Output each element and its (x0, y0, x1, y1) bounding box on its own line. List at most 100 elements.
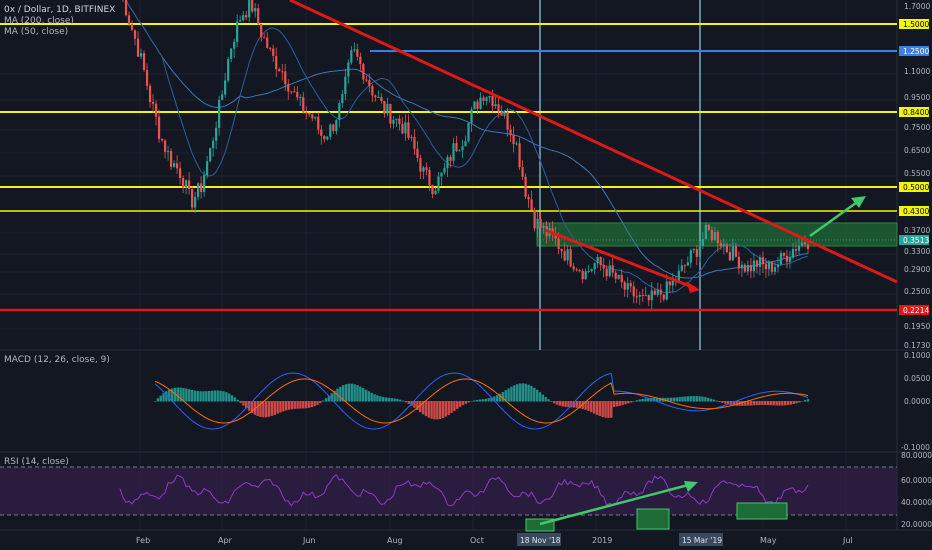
macd-bar (624, 401, 627, 405)
candle-body (728, 252, 731, 261)
candle-body (203, 175, 206, 192)
candle-body (746, 265, 750, 272)
candle-body (142, 53, 146, 70)
time-label: Oct (470, 536, 484, 545)
macd-bar (364, 389, 368, 402)
macd-bar (567, 401, 570, 408)
candle-body (515, 143, 518, 145)
candle-body (509, 129, 512, 135)
macd-bar (641, 398, 644, 402)
price-tick: 0.5500 (904, 169, 930, 178)
candle-body (347, 62, 350, 77)
macd-bar (764, 401, 767, 406)
candle-body (365, 79, 368, 81)
candle-body (145, 69, 149, 86)
candle-body (404, 122, 407, 134)
macd-bar (744, 401, 747, 406)
macd-tick: -0.1000 (901, 443, 930, 452)
red-arrow-line[interactable] (544, 228, 696, 290)
candle-body (440, 172, 443, 177)
candle-body (130, 23, 134, 31)
macd-bar (612, 401, 616, 407)
macd-bar (718, 401, 721, 402)
macd-bar (484, 398, 487, 402)
candle-body (542, 226, 545, 228)
macd-bar (290, 401, 294, 410)
time-label: Aug (387, 536, 403, 545)
macd-bar (407, 401, 410, 404)
macd-bar (287, 401, 291, 410)
candle-body (668, 281, 671, 286)
candle-body (230, 48, 233, 59)
macd-bar (279, 401, 282, 413)
candle-body (383, 101, 386, 114)
macd-bar (319, 401, 322, 404)
macd-bar (601, 401, 604, 418)
macd-bar (256, 401, 259, 417)
candle-body (533, 210, 536, 229)
macd-bar (444, 401, 448, 417)
macd-bar (393, 398, 396, 402)
macd-bar (704, 397, 707, 402)
macd-bar (592, 401, 596, 414)
breakout-arrow-line[interactable] (809, 198, 861, 238)
macd-bar (307, 401, 311, 408)
candle-body (281, 71, 284, 73)
rsi-tick: 80.0000 (901, 451, 932, 460)
macd-bar (222, 391, 225, 402)
rsi-arrow-line[interactable] (539, 482, 693, 526)
candle-body (184, 180, 188, 188)
macd-bar (404, 401, 408, 403)
macd-bar (766, 401, 770, 406)
macd-bar (376, 395, 379, 402)
candle-body (506, 112, 509, 130)
macd-bar (418, 401, 422, 413)
macd-histogram (153, 383, 810, 420)
indicator-ma200-label: MA (200, close) (4, 16, 74, 26)
macd-bar (427, 401, 430, 418)
candle-body (401, 124, 404, 134)
macd-bar (564, 401, 567, 407)
macd-bar (438, 401, 442, 419)
ma50-path (125, 0, 809, 293)
candle-body (797, 245, 801, 251)
candle-body (154, 103, 158, 117)
macd-bar (689, 396, 693, 402)
candle-body (743, 264, 747, 272)
candle-body (557, 238, 560, 249)
macd-bar (242, 401, 245, 406)
candle-body (503, 112, 506, 116)
macd-bar (282, 401, 285, 412)
candle-body (416, 148, 419, 158)
macd-bar (296, 401, 299, 409)
macd-bar (453, 401, 456, 411)
candle-body (353, 49, 356, 51)
candle-body (350, 50, 353, 63)
macd-bar (168, 389, 171, 402)
macd-bar (621, 401, 624, 406)
macd-bar (695, 396, 698, 402)
candle-body (317, 116, 320, 130)
candle-body (124, 0, 128, 16)
macd-bar (632, 401, 636, 402)
candle-body (335, 120, 338, 132)
candle-body (665, 281, 668, 300)
candle-body (157, 116, 161, 139)
macd-bar (786, 401, 790, 406)
macd-bar (644, 398, 647, 402)
macd-bar (672, 397, 676, 402)
candle-body (452, 143, 455, 161)
macd-bar (413, 401, 416, 408)
macd-bar (276, 401, 279, 414)
price-tick: 1.1000 (904, 67, 930, 76)
candle-body (299, 97, 302, 99)
candle-body (389, 103, 392, 124)
macd-bar (384, 397, 388, 402)
macd-bar (792, 401, 795, 405)
macd-bar (259, 401, 262, 417)
time-label: May (760, 536, 777, 545)
descending-trendline[interactable] (289, 0, 898, 284)
macd-bar (638, 399, 641, 402)
candle-body (311, 114, 314, 119)
